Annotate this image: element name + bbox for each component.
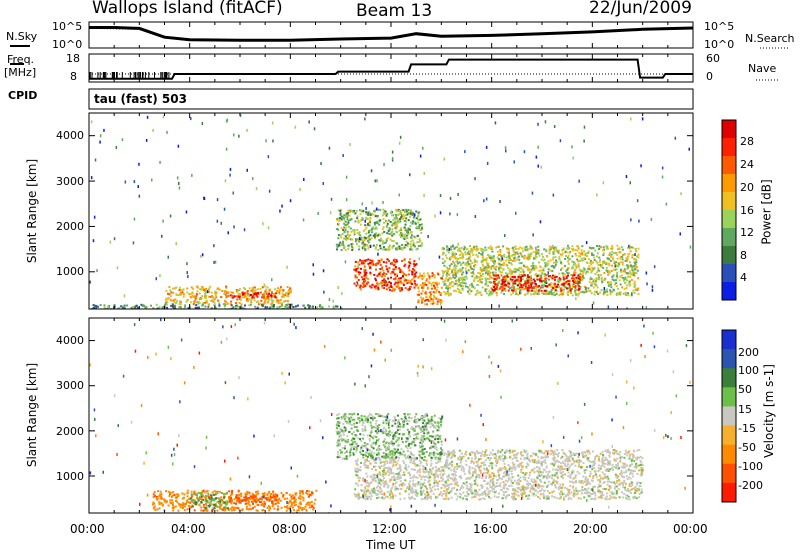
power-colorbar-band-9 — [722, 282, 736, 301]
velocity-scatter — [89, 318, 691, 513]
velocity-colorbar-band-1 — [722, 349, 736, 369]
power-cb-tick-12: 12 — [740, 226, 754, 239]
xtick-3: 12:00 — [372, 522, 407, 536]
power-ytick-2000: 2000 — [56, 220, 84, 233]
vel-cb-tick-m50: -50 — [738, 441, 756, 454]
vel-cb-tick-m15: -15 — [738, 422, 756, 435]
velocity-colorbar-band-6 — [722, 444, 736, 465]
power-region-1 — [227, 292, 277, 300]
freq-tick-top: 18 — [66, 52, 80, 65]
power-region-0 — [164, 285, 293, 306]
xtick-2: 08:00 — [272, 522, 307, 536]
velocity-region-0 — [152, 489, 318, 512]
velocity-colorbar-band-5 — [722, 425, 736, 446]
power-colorbar-band-7 — [722, 246, 736, 265]
vel-ytick-3000: 3000 — [56, 379, 84, 392]
velocity-colorbar-frame — [721, 329, 737, 503]
power-colorbar-band-5 — [722, 210, 736, 229]
vel-cb-tick-m200: -200 — [738, 479, 763, 492]
power-colorbar-band-0 — [722, 120, 736, 139]
xtick-0: 00:00 — [70, 522, 105, 536]
xtick-6: 00:00 — [673, 522, 708, 536]
power-cb-tick-16: 16 — [740, 204, 754, 217]
nsearch-label: N.Search — [745, 32, 795, 45]
xtick-5: 20:00 — [573, 522, 608, 536]
freq-unit-label: [MHz] — [4, 66, 37, 79]
search-tick-bottom: 10^0 — [704, 38, 735, 51]
velocity-region-5 — [441, 448, 644, 501]
vel-cb-tick-200: 200 — [738, 346, 759, 359]
nsky-label: N.Sky — [6, 30, 38, 43]
sky-tick-top: 10^5 — [52, 20, 83, 33]
power-colorbar-band-3 — [722, 174, 736, 193]
velocity-colorbar-band-0 — [722, 330, 736, 350]
velocity-panel-frame — [88, 317, 694, 514]
freq-label: Freq. — [7, 53, 35, 66]
x-axis-label: Time UT — [366, 538, 416, 552]
velocity-region-2 — [189, 491, 229, 510]
sky-tick-bottom: 10^0 — [52, 38, 83, 51]
velocity-region-3 — [335, 412, 444, 460]
power-cb-tick-28: 28 — [740, 135, 754, 148]
power-colorbar-band-2 — [722, 156, 736, 175]
power-colorbar-frame — [721, 119, 737, 301]
vel-ytick-1000: 1000 — [56, 470, 84, 483]
vel-cb-tick-50: 50 — [738, 383, 752, 396]
vel-cb-tick-m100: -100 — [738, 460, 763, 473]
power-cb-tick-8: 8 — [740, 249, 747, 262]
power-colorbar-band-8 — [722, 264, 736, 283]
power-ytick-4000: 4000 — [56, 129, 84, 142]
power-region-2 — [335, 208, 424, 251]
power-scatter — [89, 114, 693, 309]
power-colorbar-band-1 — [722, 138, 736, 157]
xtick-4: 16:00 — [473, 522, 508, 536]
nave-tick-top: 60 — [706, 52, 720, 65]
velocity-colorbar-band-4 — [722, 406, 736, 427]
velocity-colorbar-band-7 — [722, 463, 736, 484]
velocity-region-4 — [353, 458, 444, 501]
power-region-5 — [441, 244, 640, 297]
vel-cb-tick-15: 15 — [738, 403, 752, 416]
power-region-3 — [353, 258, 418, 292]
power-ytick-1000: 1000 — [56, 265, 84, 278]
beam-title: Beam 13 — [356, 1, 433, 21]
power-region-4 — [416, 271, 444, 306]
velocity-colorbar-band-3 — [722, 387, 736, 407]
velocity-region-1 — [228, 494, 280, 505]
search-tick-top: 10^5 — [704, 20, 735, 33]
velocity-colorbar-band-8 — [722, 482, 736, 503]
freq-bars — [88, 72, 170, 79]
station-title: Wallops Island (fitACF) — [92, 0, 283, 18]
vel-ytick-4000: 4000 — [56, 334, 84, 347]
cpid-label: CPID — [8, 89, 38, 102]
power-cb-tick-24: 24 — [740, 158, 754, 171]
power-cb-tick-4: 4 — [740, 271, 747, 284]
vel-ytick-2000: 2000 — [56, 425, 84, 438]
nave-tick-bottom: 0 — [706, 70, 713, 83]
cpid-panel-frame — [88, 88, 694, 110]
freq-tick-bottom: 8 — [70, 70, 77, 83]
power-region-6 — [491, 274, 582, 292]
xtick-1: 04:00 — [171, 522, 206, 536]
velocity-ylabel: Slant Range [km] — [25, 362, 40, 468]
power-ylabel: Slant Range [km] — [25, 158, 40, 264]
frequency-line — [89, 58, 693, 80]
power-cb-tick-20: 20 — [740, 181, 754, 194]
nave-label: Nave — [748, 62, 777, 75]
search-noise-line — [88, 27, 694, 42]
vel-cb-tick-100: 100 — [738, 364, 759, 377]
power-ytick-3000: 3000 — [56, 175, 84, 188]
power-colorbar-band-4 — [722, 192, 736, 211]
date-title: 22/Jun/2009 — [589, 0, 692, 18]
cpid-value: tau (fast) 503 — [94, 92, 187, 106]
velocity-colorbar-band-2 — [722, 368, 736, 388]
vel-cb-label: Velocity [m s-1] — [761, 364, 776, 458]
power-region-7 — [91, 303, 343, 309]
power-cb-label: Power [dB] — [759, 179, 774, 245]
power-colorbar-band-6 — [722, 228, 736, 247]
